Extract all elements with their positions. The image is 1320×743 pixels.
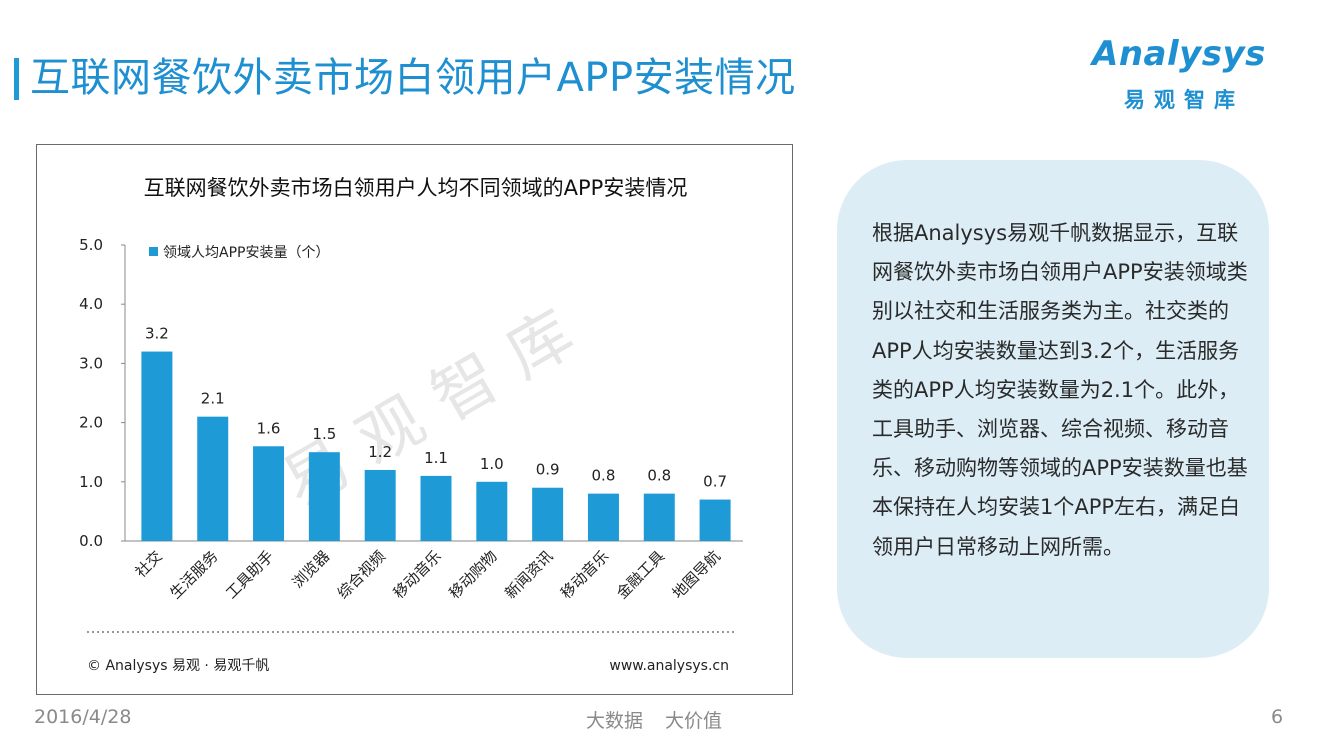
summary-text: 根据Analysys易观千帆数据显示，互联网餐饮外卖市场白领用户APP安装领域类… [872, 221, 1248, 559]
y-tick-label: 1.0 [79, 473, 103, 491]
x-tick-label: 移动音乐 [390, 547, 445, 602]
x-tick-label: 工具助手 [222, 547, 277, 602]
x-tick-label: 地图导航 [669, 547, 724, 602]
data-label: 0.8 [647, 467, 671, 485]
data-label: 0.8 [592, 467, 616, 485]
data-label: 0.9 [536, 461, 560, 479]
footer-date: 2016/4/28 [34, 706, 132, 728]
y-tick-label: 4.0 [79, 295, 103, 313]
bar [253, 446, 285, 541]
x-tick-label: 移动音乐 [557, 547, 612, 602]
source-right: www.analysys.cn [609, 658, 729, 674]
analysys-logo: Analysys 易观智库 [1088, 34, 1283, 116]
x-tick-label: 浏览器 [289, 547, 334, 592]
data-label: 1.2 [368, 443, 392, 461]
data-label: 1.6 [257, 419, 281, 437]
bar [643, 493, 675, 541]
data-label: 1.1 [424, 449, 448, 467]
y-tick-label: 2.0 [79, 414, 103, 432]
page-number: 6 [1271, 706, 1284, 728]
y-tick-label: 0.0 [79, 532, 103, 550]
bar [532, 487, 564, 541]
data-label: 1.0 [480, 455, 504, 473]
x-tick-label: 新闻资讯 [501, 547, 556, 602]
x-tick-label: 金融工具 [613, 547, 668, 602]
chart-title: 互联网餐饮外卖市场白领用户人均不同领域的APP安装情况 [144, 176, 688, 200]
footer-slogan-1: 大数据 [586, 710, 644, 732]
data-label: 3.2 [145, 325, 169, 343]
chart-frame: 易观智库 互联网餐饮外卖市场白领用户人均不同领域的APP安装情况 0.0 1.0 2.… [36, 144, 793, 695]
bar [197, 416, 229, 541]
bar-chart: 互联网餐饮外卖市场白领用户人均不同领域的APP安装情况 0.0 1.0 2.0 3.0 4… [79, 176, 743, 674]
x-tick-label: 社交 [132, 547, 166, 581]
x-tick-label: 综合视频 [334, 547, 389, 602]
logo-wordmark: Analysys [1092, 34, 1266, 74]
x-tick-label: 生活服务 [166, 547, 221, 602]
bar [420, 475, 452, 541]
bar [364, 469, 396, 541]
title-accent-bar [14, 58, 19, 100]
bar [699, 499, 731, 541]
legend-swatch [149, 247, 158, 256]
data-label: 2.1 [201, 390, 225, 408]
bar [141, 351, 173, 541]
source-left: © Analysys 易观 · 易观千帆 [87, 658, 269, 674]
bar [476, 481, 508, 541]
legend-label: 领域人均APP安装量（个） [163, 245, 329, 261]
footer-slogan: 大数据 大价值 [586, 706, 722, 733]
data-label: 1.5 [312, 425, 336, 443]
logo-subtitle: 易观智库 [1124, 88, 1244, 112]
x-tick-label: 移动购物 [445, 547, 500, 602]
summary-panel [837, 160, 1269, 658]
y-tick-label: 3.0 [79, 354, 103, 372]
data-label: 0.7 [703, 473, 727, 491]
page-title: 互联网餐饮外卖市场白领用户APP安装情况 [30, 55, 796, 101]
bar [308, 452, 340, 541]
footer-slogan-2: 大价值 [665, 710, 723, 732]
y-tick-label: 5.0 [79, 236, 103, 254]
bar [587, 493, 619, 541]
